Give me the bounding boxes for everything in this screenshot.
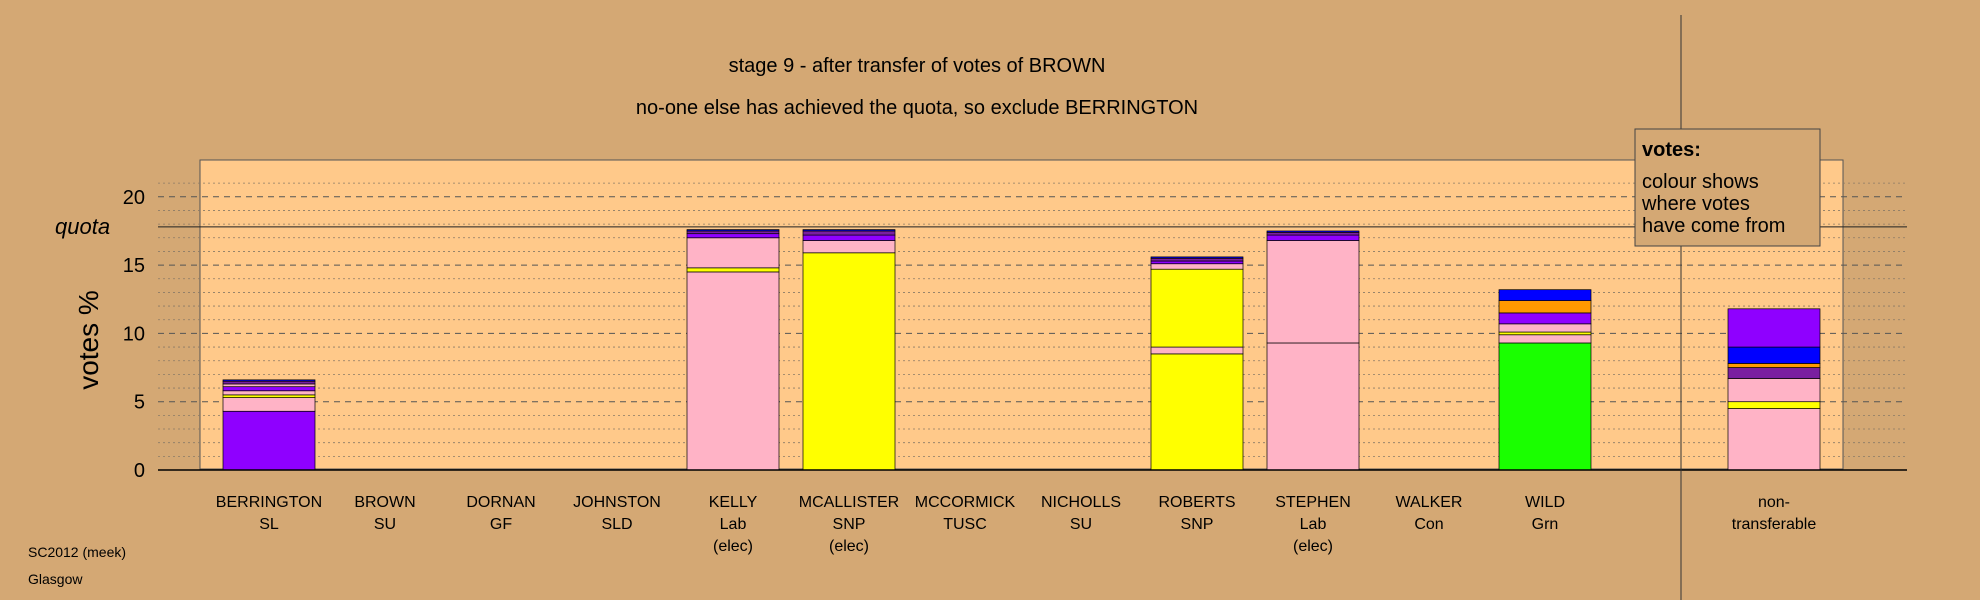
x-tick-label: SNP — [1181, 516, 1214, 533]
bar-segment — [1266, 240, 1360, 344]
x-tick-label: Con — [1414, 516, 1443, 533]
bar-segment — [802, 240, 896, 254]
x-tick-label: TUSC — [943, 516, 987, 533]
x-tick-label: Lab — [1300, 516, 1327, 533]
y-tick-label: 0 — [134, 460, 145, 482]
footer-method: SC2012 (meek) — [28, 544, 126, 560]
bar-stacks — [222, 229, 1821, 471]
bar-segment — [1498, 323, 1592, 333]
x-tick-label: JOHNSTON — [573, 494, 661, 511]
y-tick-label: 20 — [123, 187, 145, 209]
x-tick-label: GF — [490, 516, 512, 533]
bar-segment — [1498, 289, 1592, 301]
x-tick-label: MCCORMICK — [915, 494, 1016, 511]
y-tick-label: 10 — [123, 323, 145, 345]
bar-segment — [1498, 331, 1592, 336]
x-tick-label: (elec) — [713, 538, 753, 555]
bar-segment — [222, 394, 316, 398]
bar-segment — [802, 252, 896, 471]
bar-segment — [222, 390, 316, 396]
bar-segment — [802, 234, 896, 241]
bar-segment — [1727, 367, 1821, 379]
quota-label: quota — [55, 214, 110, 239]
x-tick-label: transferable — [1732, 516, 1817, 533]
bar-segment — [1266, 234, 1360, 241]
bar-segment — [222, 383, 316, 388]
x-tick-label: WALKER — [1396, 494, 1463, 511]
bar-segment — [1266, 342, 1360, 471]
bar-segment — [1150, 346, 1244, 355]
x-tick-label: NICHOLLS — [1041, 494, 1121, 511]
x-tick-label: SLD — [601, 516, 632, 533]
bar-segment — [222, 410, 316, 471]
bar-segment — [1150, 260, 1244, 265]
x-tick-label: SU — [1070, 516, 1092, 533]
legend-line-1: colour shows — [1642, 171, 1759, 193]
legend: votes: colour shows where votes have com… — [1634, 128, 1821, 247]
y-axis-label: votes % — [73, 290, 104, 390]
bar-segment — [1727, 308, 1821, 348]
x-tick-label: WILD — [1525, 494, 1565, 511]
bar-segment — [1498, 342, 1592, 471]
bar-segment — [222, 380, 316, 385]
bar-segment — [686, 267, 780, 273]
bar-segment — [686, 229, 780, 232]
x-tick-label: SNP — [833, 516, 866, 533]
bar-segment — [686, 271, 780, 471]
bar-segment — [222, 386, 316, 392]
x-tick-label: BERRINGTON — [216, 494, 322, 511]
x-tick-label: SU — [374, 516, 396, 533]
x-tick-label: Lab — [720, 516, 747, 533]
plot-area — [199, 159, 1844, 470]
bar-segment — [222, 397, 316, 412]
bar-segment — [1727, 346, 1821, 364]
bar-segment — [686, 230, 780, 235]
bar-segment — [1498, 334, 1592, 344]
x-tick-label: (elec) — [829, 538, 869, 555]
x-tick-label: BROWN — [354, 494, 415, 511]
legend-line-2: where votes — [1641, 193, 1750, 215]
legend-line-3: have come from — [1642, 215, 1785, 237]
x-tick-label: STEPHEN — [1275, 494, 1351, 511]
chart-subtitle: no-one else has achieved the quota, so e… — [636, 97, 1198, 119]
x-tick-label: MCALLISTER — [799, 494, 899, 511]
y-tick-label: 15 — [123, 255, 145, 277]
y-tick-label: 5 — [134, 392, 145, 414]
x-tick-label: non- — [1758, 494, 1790, 511]
bar-segment — [1150, 263, 1244, 270]
bar-segment — [1266, 231, 1360, 236]
x-tick-label: KELLY — [709, 494, 758, 511]
bar-segment — [686, 233, 780, 239]
bar-segment — [1727, 378, 1821, 403]
bar-segment — [1727, 401, 1821, 409]
grid-lines — [158, 182, 1907, 457]
bar-segment — [1150, 257, 1244, 262]
legend-title: votes: — [1642, 139, 1701, 161]
bar-segment — [802, 229, 896, 232]
y-tick-labels: 0 5 10 15 20 — [123, 187, 145, 482]
x-tick-labels: BERRINGTON SL BROWN SU DORNAN GF JOHNSTON SLD KE… — [216, 494, 1817, 555]
bar-segment — [1727, 408, 1821, 471]
bar-segment — [802, 230, 896, 236]
bar-segment — [222, 379, 316, 382]
legend-box — [1634, 128, 1821, 247]
x-tick-label: SL — [259, 516, 279, 533]
x-tick-label: (elec) — [1293, 538, 1333, 555]
x-tick-label: Grn — [1532, 516, 1559, 533]
bar-segment — [1150, 353, 1244, 471]
bar-segment — [1150, 256, 1244, 259]
chart-title: stage 9 - after transfer of votes of BRO… — [729, 55, 1106, 77]
bar-segment — [1498, 312, 1592, 325]
footer-location: Glasgow — [28, 571, 83, 587]
bar-segment — [1727, 363, 1821, 368]
bar-segment — [1266, 230, 1360, 233]
x-tick-label: ROBERTS — [1158, 494, 1235, 511]
bar-segment — [1498, 300, 1592, 314]
x-tick-label: DORNAN — [466, 494, 535, 511]
bar-segment — [1150, 268, 1244, 348]
bar-segment — [686, 237, 780, 269]
